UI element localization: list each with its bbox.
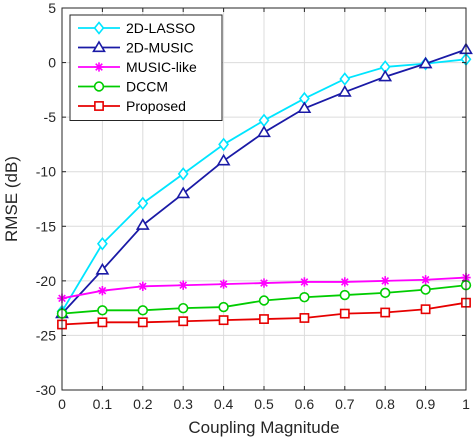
legend-label: Proposed bbox=[126, 98, 186, 114]
data-point-square bbox=[339, 308, 350, 319]
data-point-circle bbox=[380, 287, 391, 299]
data-point-circle bbox=[299, 292, 310, 303]
data-point-asterisk bbox=[218, 279, 229, 289]
legend-item: Proposed bbox=[78, 98, 186, 114]
data-point-square bbox=[299, 313, 310, 323]
data-point-asterisk bbox=[380, 276, 390, 286]
data-point-circle bbox=[137, 305, 149, 316]
legend-item: DCCM bbox=[78, 79, 168, 95]
data-point-triangle bbox=[135, 218, 150, 230]
legend-label: MUSIC-like bbox=[126, 59, 197, 75]
x-tick-label: 0.4 bbox=[214, 396, 234, 412]
data-point-asterisk bbox=[259, 278, 269, 288]
data-point-asterisk bbox=[178, 280, 188, 290]
y-tick-label: -10 bbox=[36, 164, 56, 180]
x-tick-label: 0.6 bbox=[295, 396, 315, 412]
data-point-circle bbox=[420, 284, 431, 295]
y-tick-label: -20 bbox=[36, 273, 56, 289]
legend-label: 2D-MUSIC bbox=[126, 40, 194, 56]
data-point-diamond bbox=[177, 167, 189, 181]
data-point-circle bbox=[93, 81, 105, 92]
x-tick-label: 0.2 bbox=[133, 396, 153, 412]
y-tick-label: -15 bbox=[36, 218, 56, 234]
legend: 2D-LASSO 2D-MUSIC MUSIC-like DCCM Proposed bbox=[69, 14, 223, 121]
data-point-square bbox=[380, 307, 391, 318]
y-tick-label: 0 bbox=[48, 55, 56, 71]
data-point-diamond bbox=[96, 236, 108, 251]
data-point-triangle bbox=[418, 56, 433, 69]
data-point-diamond bbox=[218, 137, 230, 152]
data-point-triangle bbox=[337, 84, 352, 97]
x-tick-label: 0.7 bbox=[335, 396, 355, 412]
y-axis-title: RMSE (dB) bbox=[2, 156, 21, 242]
data-point-square bbox=[97, 317, 108, 328]
legend-label: 2D-LASSO bbox=[126, 20, 195, 36]
data-point-square bbox=[259, 314, 269, 324]
legend-label: DCCM bbox=[126, 79, 168, 95]
x-tick-label: 0.1 bbox=[93, 396, 113, 412]
data-point-circle bbox=[218, 301, 229, 313]
series-2d-music bbox=[55, 42, 473, 319]
data-point-triangle bbox=[297, 101, 312, 114]
data-point-asterisk bbox=[138, 281, 148, 291]
legend-item: MUSIC-like bbox=[78, 59, 197, 75]
data-point-asterisk bbox=[97, 286, 108, 296]
data-point-triangle bbox=[176, 186, 191, 199]
data-point-asterisk bbox=[94, 62, 104, 72]
y-tick-label: -25 bbox=[36, 327, 56, 343]
data-point-square bbox=[137, 317, 148, 328]
legend-item: 2D-MUSIC bbox=[78, 40, 194, 56]
axis-ticks: 0 0.1 0.2 0.3 0.4 0.5 0.6 0.7 0.8 0.9 1 -30 -25 -20 -1… bbox=[36, 0, 470, 412]
x-tick-label: 0 bbox=[58, 396, 66, 412]
x-tick-label: 0.9 bbox=[416, 396, 436, 412]
data-point-square bbox=[94, 101, 104, 111]
data-point-circle bbox=[258, 295, 270, 306]
x-tick-label: 0.8 bbox=[375, 396, 395, 412]
data-point-triangle bbox=[95, 262, 110, 275]
data-point-circle bbox=[339, 289, 350, 301]
x-axis-title: Coupling Magnitude bbox=[188, 418, 339, 437]
data-point-diamond bbox=[137, 196, 149, 211]
data-point-triangle bbox=[378, 69, 393, 82]
legend-item: 2D-LASSO bbox=[78, 20, 195, 36]
x-tick-label: 1 bbox=[462, 396, 470, 412]
data-point-square bbox=[218, 315, 229, 326]
x-tick-label: 0.3 bbox=[173, 396, 193, 412]
data-point-asterisk bbox=[340, 277, 350, 287]
y-tick-label: -30 bbox=[36, 382, 56, 398]
data-point-triangle bbox=[216, 153, 231, 166]
data-point-asterisk bbox=[420, 275, 431, 285]
data-point-circle bbox=[178, 302, 189, 314]
data-point-triangle bbox=[92, 40, 106, 53]
x-tick-label: 0.5 bbox=[254, 396, 274, 412]
data-point-square bbox=[420, 304, 431, 315]
data-point-triangle bbox=[257, 125, 271, 138]
data-point-diamond bbox=[339, 72, 351, 86]
series-dccm bbox=[56, 280, 472, 319]
y-tick-label: -5 bbox=[44, 109, 57, 125]
data-point-circle bbox=[97, 305, 108, 316]
y-tick-label: 5 bbox=[48, 0, 56, 16]
data-point-asterisk bbox=[299, 277, 310, 287]
data-point-diamond bbox=[93, 21, 105, 35]
data-point-square bbox=[178, 316, 189, 327]
